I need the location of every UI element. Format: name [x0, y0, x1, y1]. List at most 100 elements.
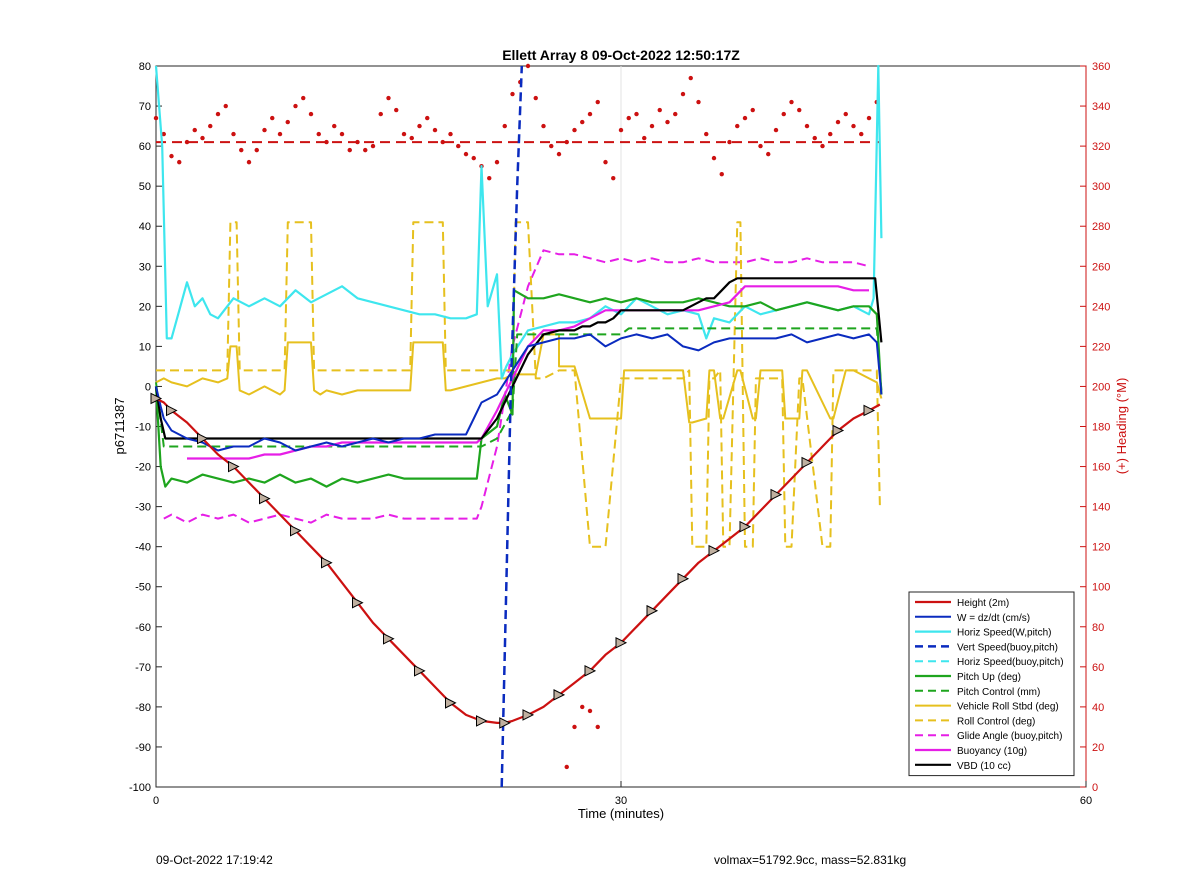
series-line-8 [156, 221, 881, 548]
height-marker [801, 456, 814, 469]
y-axis-label: p6711387 [112, 398, 127, 455]
heading-point [184, 139, 190, 145]
heading-point [603, 159, 608, 165]
series-lines [154, 64, 883, 788]
heading-point [293, 103, 298, 109]
heading-point [812, 135, 817, 141]
series-line-3 [500, 65, 524, 788]
y2-tick-label: 360 [1092, 61, 1110, 73]
height-marker [476, 715, 488, 727]
x-tick-label: 60 [1080, 795, 1092, 807]
heading-point [285, 119, 290, 125]
heading-point [378, 111, 383, 117]
height-marker [553, 689, 566, 701]
heading-point [169, 153, 174, 159]
y-tick-label: -90 [135, 742, 151, 754]
height-marker [150, 392, 163, 405]
height-marker [677, 572, 690, 585]
y-tick-label: 40 [139, 221, 151, 233]
height-marker [321, 556, 333, 569]
height-marker [584, 665, 597, 677]
heading-point [711, 155, 717, 161]
heading-point [432, 127, 438, 133]
heading-point [456, 143, 461, 149]
heading-point [820, 143, 825, 149]
legend-label: VBD (10 cc) [957, 761, 1011, 772]
heading-point [781, 111, 786, 117]
x-tick-label: 30 [615, 795, 627, 807]
heading-point [634, 111, 639, 117]
y2-tick-label: 240 [1092, 301, 1110, 313]
x-axis-label: Time (minutes) [578, 806, 664, 821]
heading-point [587, 708, 593, 714]
heading-point [835, 119, 841, 125]
heading-point [587, 111, 593, 117]
legend-label: Horiz Speed(buoy,pitch) [957, 657, 1064, 668]
y-tick-label: 60 [139, 141, 151, 153]
heading-point [642, 135, 647, 141]
heading-point [541, 123, 546, 129]
heading-point [665, 119, 670, 125]
height-marker [259, 492, 271, 505]
heading-point [502, 123, 507, 129]
heading-point [394, 107, 399, 113]
heading-point [580, 119, 585, 125]
heading-point [595, 724, 600, 730]
height-marker [166, 404, 178, 417]
height-marker [499, 717, 511, 729]
series-line-7 [155, 333, 883, 424]
y-tick-label: 70 [139, 101, 151, 113]
heading-point [487, 175, 492, 181]
legend-label: Pitch Control (mm) [957, 687, 1040, 698]
height-marker [383, 632, 395, 645]
y2-tick-label: 300 [1092, 181, 1110, 193]
footer-volmax-mass: volmax=51792.9cc, mass=52.831kg [714, 853, 907, 867]
heading-point [719, 171, 724, 177]
height-marker [615, 636, 628, 649]
heading-point [657, 107, 662, 113]
heading-point [401, 131, 407, 137]
y-tick-label: 30 [139, 261, 151, 273]
heading-point [758, 143, 763, 149]
series-line-11 [154, 277, 883, 440]
height-marker [708, 544, 721, 557]
heading-point [208, 123, 213, 129]
heading-point [339, 131, 345, 137]
heading-point [859, 131, 864, 137]
heading-point [510, 91, 515, 97]
series-line-1 [155, 333, 883, 452]
y-tick-label: -70 [135, 662, 151, 674]
y2-tick-label: 320 [1092, 141, 1110, 153]
heading-point [564, 764, 569, 770]
height-marker [228, 460, 240, 473]
height-marker [832, 424, 845, 437]
heading-point [618, 127, 624, 133]
height-marker [414, 665, 426, 677]
y2-tick-label: 180 [1092, 422, 1110, 434]
heading-point [463, 151, 469, 157]
heading-point [386, 95, 391, 101]
heading-point [409, 135, 414, 141]
y-tick-label: -60 [135, 622, 151, 634]
heading-point [533, 95, 538, 101]
y2-tick-label: 60 [1092, 662, 1104, 674]
height-marker [352, 596, 364, 609]
y2-tick-label: 280 [1092, 221, 1110, 233]
height-marker [739, 520, 752, 533]
legend: Height (2m) W = dz/dt (cm/s) Horiz Speed(W… [908, 591, 1075, 777]
heading-point [742, 115, 748, 121]
heading-point [316, 131, 321, 137]
y2-tick-label: 200 [1092, 381, 1110, 393]
y-tick-label: 0 [145, 381, 151, 393]
y-tick-label: -40 [135, 542, 151, 554]
y2-tick-label: 120 [1092, 542, 1110, 554]
x-axis: 0 30 60 [153, 781, 1092, 807]
heading-point [239, 147, 244, 153]
heading-point [580, 704, 585, 710]
heading-point [301, 95, 306, 101]
heading-point [254, 147, 259, 153]
height-marker [290, 524, 302, 537]
height-marker [770, 488, 783, 501]
y-tick-label: -50 [135, 582, 151, 594]
height-marker [863, 404, 876, 417]
